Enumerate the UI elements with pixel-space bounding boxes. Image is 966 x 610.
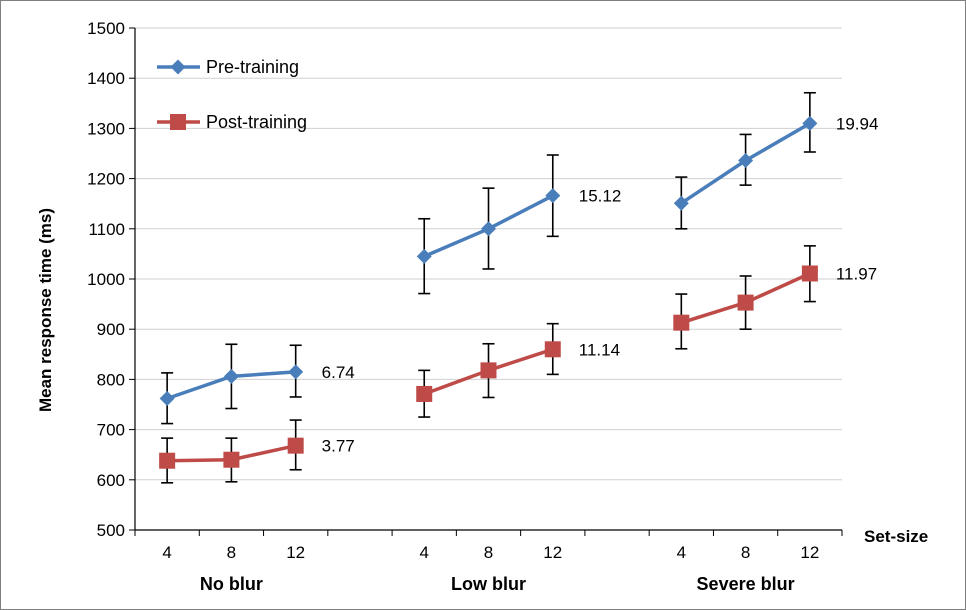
y-tick-label: 1200	[87, 170, 125, 189]
group-label: Severe blur	[697, 574, 795, 594]
data-label: 11.97	[836, 264, 877, 283]
data-point	[416, 248, 432, 264]
data-point	[673, 314, 690, 331]
data-point	[544, 341, 561, 358]
data-point	[416, 385, 433, 402]
x-tick-label: 4	[677, 543, 686, 562]
x-axis-title: Set-size	[864, 527, 928, 546]
data-point	[223, 368, 239, 384]
x-tick-label: 4	[419, 543, 428, 562]
legend-marker	[170, 114, 186, 130]
x-tick-label: 12	[800, 543, 819, 562]
x-tick-label: 12	[543, 543, 562, 562]
data-point	[802, 115, 818, 131]
legend: Pre-training Post-training	[157, 57, 307, 132]
data-point	[288, 364, 304, 380]
legend-label: Post-training	[206, 112, 307, 132]
x-tick-label: 8	[484, 543, 493, 562]
data-point	[545, 188, 561, 204]
group-label: No blur	[200, 574, 263, 594]
y-tick-label: 600	[97, 471, 125, 490]
y-tick-label: 1500	[87, 19, 125, 38]
x-tick-label: 8	[227, 543, 236, 562]
axes: 500 600 700 800 900 1000 1100 1200 1300 1400 1500 4…	[87, 19, 843, 594]
data-label: 15.12	[579, 187, 622, 206]
data-label: 11.14	[579, 340, 620, 359]
y-tick-label: 1300	[87, 119, 125, 138]
y-tick-label: 1000	[87, 270, 125, 289]
legend-label: Pre-training	[206, 57, 299, 77]
data-label: 19.94	[836, 114, 879, 133]
data-point	[481, 221, 496, 237]
y-tick-label: 1400	[87, 69, 125, 88]
data-point	[738, 153, 754, 169]
data-point	[159, 452, 176, 469]
y-tick-label: 900	[97, 320, 125, 339]
data-point	[673, 195, 689, 211]
data-label: 6.74	[322, 363, 355, 382]
x-tick-label: 8	[741, 543, 750, 562]
data-point	[801, 265, 818, 282]
y-tick-label: 500	[97, 521, 125, 540]
y-tick-label: 700	[97, 421, 125, 440]
y-tick-label: 800	[97, 370, 125, 389]
series-group: 6.74 3.77 15.12 11.14 19.94 11.97	[159, 91, 879, 484]
y-axis-title: Mean response time (ms)	[36, 208, 55, 412]
data-point	[737, 294, 754, 311]
x-tick-label: 12	[286, 543, 305, 562]
y-tick-label: 1100	[88, 220, 125, 239]
legend-marker	[170, 59, 186, 75]
data-point	[223, 451, 240, 468]
data-point	[287, 437, 304, 454]
x-tick-label: 4	[162, 543, 171, 562]
data-point	[480, 362, 497, 379]
data-label: 3.77	[322, 437, 355, 456]
group-label: Low blur	[451, 574, 526, 594]
data-point	[159, 390, 175, 406]
